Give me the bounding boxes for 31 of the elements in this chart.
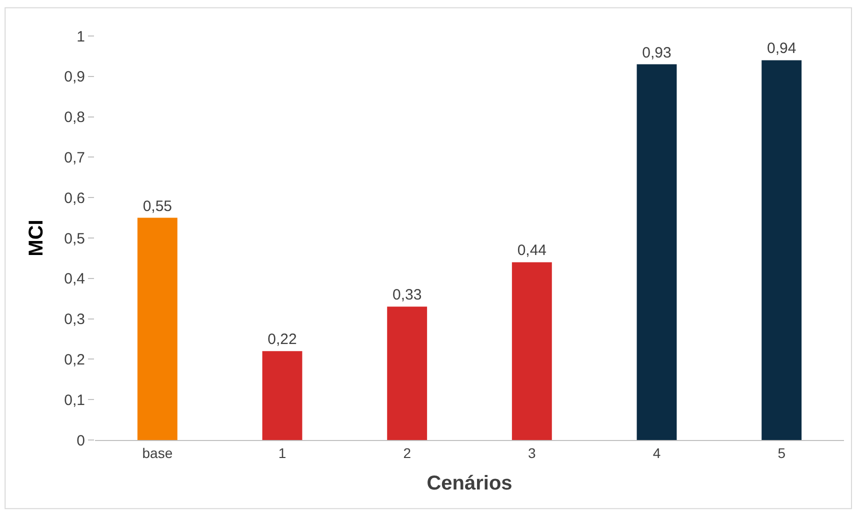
y-tick-label: 0,3 xyxy=(64,311,85,328)
y-tick-label: 0,2 xyxy=(64,351,85,368)
data-label: 0,33 xyxy=(392,286,422,304)
y-tick-label: 0,4 xyxy=(64,270,85,288)
y-tick-label: 0,1 xyxy=(64,392,85,409)
y-tick-label: 0,5 xyxy=(64,230,85,248)
x-axis-title: Cenários xyxy=(426,472,512,494)
bar xyxy=(137,218,178,440)
data-label: 0,55 xyxy=(142,198,172,215)
y-tick-label: 1 xyxy=(76,28,85,46)
data-label: 0,93 xyxy=(642,44,672,62)
bar xyxy=(262,351,302,440)
y-tick-label: 0,9 xyxy=(64,68,85,86)
x-tick-label: 3 xyxy=(528,444,536,461)
bar xyxy=(636,64,677,440)
bar xyxy=(512,262,552,440)
x-tick-label: 2 xyxy=(403,444,412,461)
data-label: 0,22 xyxy=(268,331,297,348)
data-label: 0,94 xyxy=(766,40,796,58)
y-tick-label: 0 xyxy=(76,432,85,450)
x-tick-label: 5 xyxy=(778,444,786,461)
x-tick-label: base xyxy=(142,444,173,461)
bar xyxy=(387,306,428,440)
x-tick-label: 4 xyxy=(652,444,661,461)
x-tick-label: 1 xyxy=(278,444,286,461)
bar xyxy=(762,60,802,440)
y-tick-label: 0,7 xyxy=(64,149,85,166)
data-label: 0,44 xyxy=(517,242,547,260)
y-axis-title: MCI xyxy=(26,220,48,256)
y-tick-label: 0,6 xyxy=(64,190,85,207)
y-tick-label: 0,8 xyxy=(64,109,85,126)
